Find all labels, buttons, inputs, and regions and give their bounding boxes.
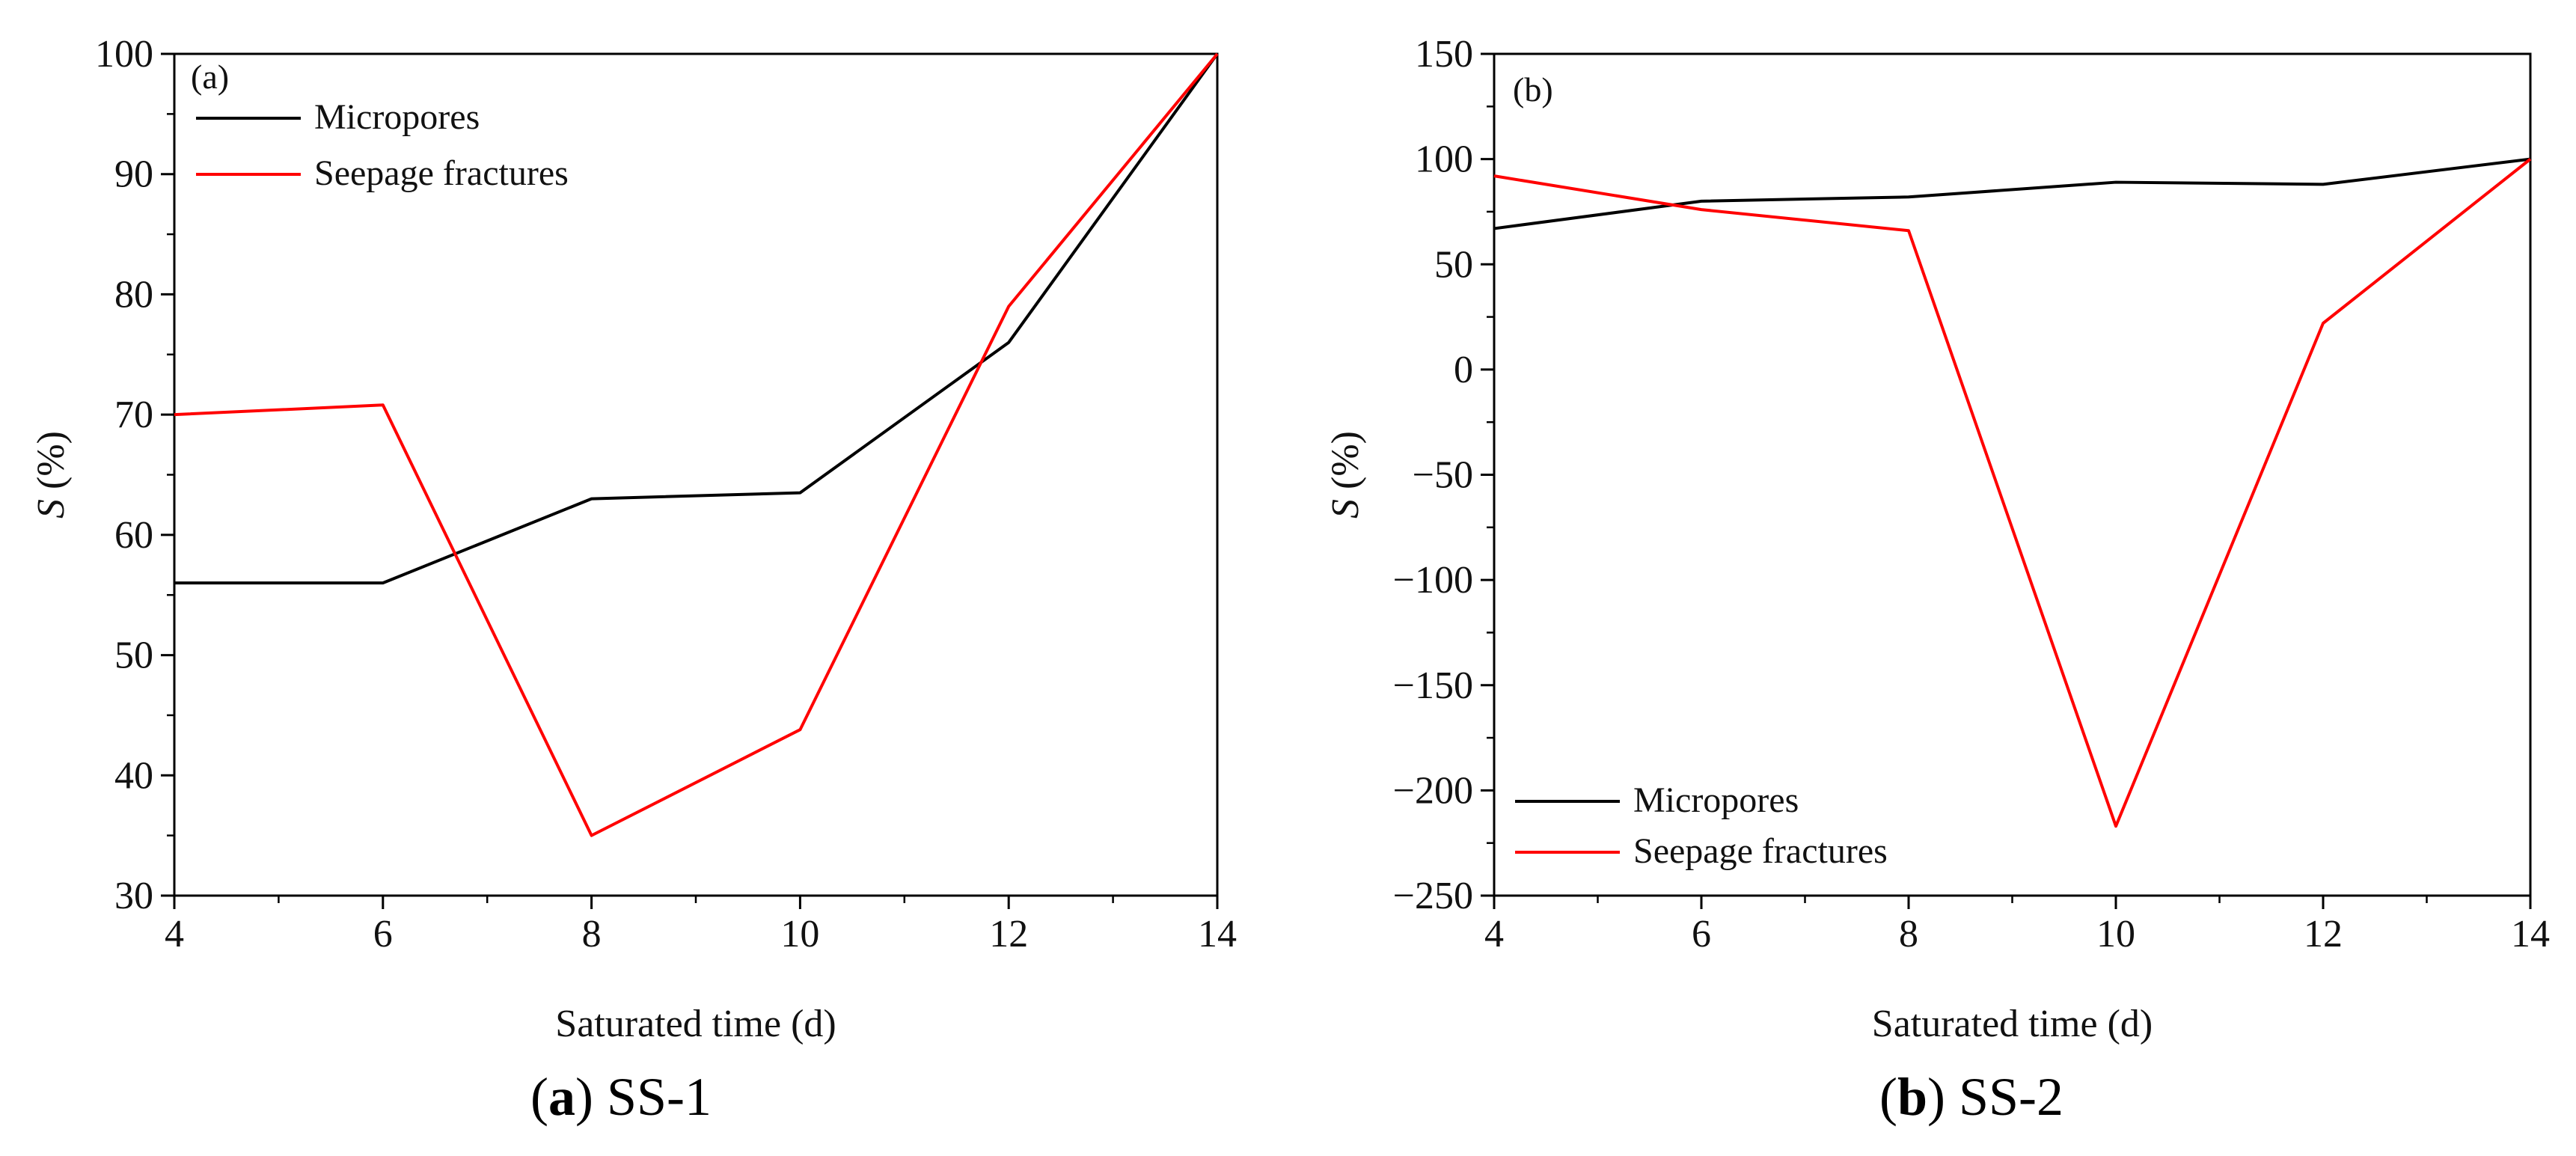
panel-tag: (b) <box>1513 70 1553 108</box>
x-tick-label: 14 <box>2511 913 2550 955</box>
panel-a-chart: 4 6 8 10 12 14 30 40 50 60 70 80 90 100 Saturated time… <box>30 33 1237 1045</box>
y-tick-label: 50 <box>114 634 153 677</box>
panel-tag: (a) <box>191 58 229 96</box>
y-axis-title-unit: (%) <box>30 431 73 499</box>
y-tick-label: 150 <box>1415 33 1473 76</box>
y-axis-title: S (%) <box>30 431 73 519</box>
x-tick-label: 8 <box>1899 913 1918 955</box>
y-tick-label: 40 <box>114 754 153 797</box>
x-tick-label: 12 <box>989 913 1028 955</box>
y-tick-label: 60 <box>114 514 153 557</box>
series-line-seepage-fractures <box>1493 158 2532 828</box>
y-tick-label: 50 <box>1434 243 1473 286</box>
x-axis-title: Saturated time (d) <box>1872 1003 2153 1045</box>
legend-label: Seepage fractures <box>1633 831 1888 871</box>
series-line-micropores <box>174 52 1219 585</box>
plot-frame <box>1493 52 2532 897</box>
x-tick-label: 6 <box>373 913 393 955</box>
y-tick-label: 100 <box>1415 138 1473 181</box>
legend-label: Seepage fractures <box>314 153 569 193</box>
series-line-micropores <box>1493 157 2531 230</box>
y-tick-label: −150 <box>1393 664 1473 707</box>
x-tick-label: 10 <box>2096 913 2135 955</box>
x-tick-label: 12 <box>2304 913 2343 955</box>
y-axis-title-symbol: S <box>1324 499 1367 519</box>
y-tick-label: 30 <box>114 875 153 917</box>
x-axis-title: Saturated time (d) <box>555 1003 836 1045</box>
y-tick-label: 90 <box>114 153 153 196</box>
x-tick-label: 8 <box>582 913 602 955</box>
legend-label: Micropores <box>314 97 480 137</box>
y-tick-label: 70 <box>114 394 153 436</box>
x-tick-label: 4 <box>165 913 184 955</box>
x-tick-label: 4 <box>1484 913 1504 955</box>
y-tick-label: −100 <box>1393 559 1473 602</box>
x-tick-label: 10 <box>780 913 819 955</box>
caption-a-text: SS-1 <box>607 1067 712 1127</box>
y-tick-label: 80 <box>114 273 153 316</box>
caption-b-letter: b <box>1897 1067 1927 1127</box>
caption-b-text: SS-2 <box>1959 1067 2063 1127</box>
y-axis-title-unit: (%) <box>1324 431 1367 499</box>
legend-label: Micropores <box>1633 780 1799 820</box>
caption-a-letter: a <box>548 1067 575 1127</box>
caption-b: (b) SS-2 <box>1879 1067 2063 1127</box>
series-line-seepage-fractures <box>174 52 1219 837</box>
y-axis-title: S (%) <box>1324 431 1367 519</box>
y-tick-label: −250 <box>1393 875 1473 917</box>
y-tick-label: −200 <box>1393 769 1473 812</box>
x-tick-label: 14 <box>1198 913 1237 955</box>
y-axis-title-symbol: S <box>30 499 73 519</box>
caption-a: (a) SS-1 <box>530 1067 712 1127</box>
y-tick-label: −50 <box>1413 454 1473 497</box>
y-tick-label: 0 <box>1454 349 1473 391</box>
x-tick-label: 6 <box>1692 913 1711 955</box>
panel-b-chart: 4 6 8 10 12 14 −250 −200 −150 −100 −50 0 50 100 150 Sat… <box>1324 33 2550 1045</box>
y-tick-label: 100 <box>95 33 153 76</box>
